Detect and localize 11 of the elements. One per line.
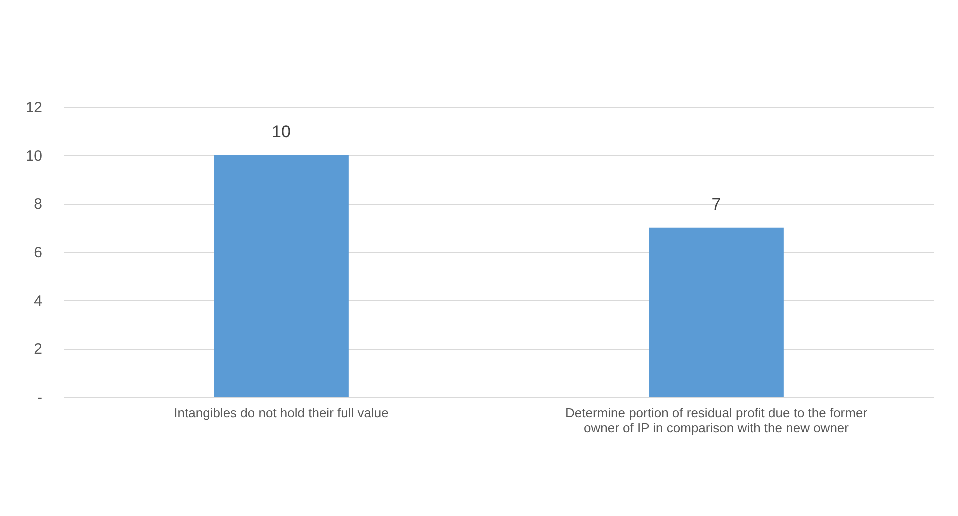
- y-tick-label: 12: [26, 100, 42, 116]
- x-tick-label: Determine portion of residual profit due to the former owner of IP in comparison with the new owner: [565, 406, 868, 436]
- x-tick-label: Intangibles do not hold their full value: [174, 406, 389, 420]
- y-tick-label: 10: [26, 148, 42, 165]
- y-tick-label: 4: [34, 292, 42, 310]
- y-tick-label: -: [38, 390, 42, 406]
- data-label: 7: [712, 194, 722, 214]
- y-tick-label: 8: [34, 196, 42, 214]
- y-tick-label: 6: [34, 244, 42, 262]
- data-label: 10: [272, 122, 291, 142]
- y-tick-label: 2: [34, 341, 42, 358]
